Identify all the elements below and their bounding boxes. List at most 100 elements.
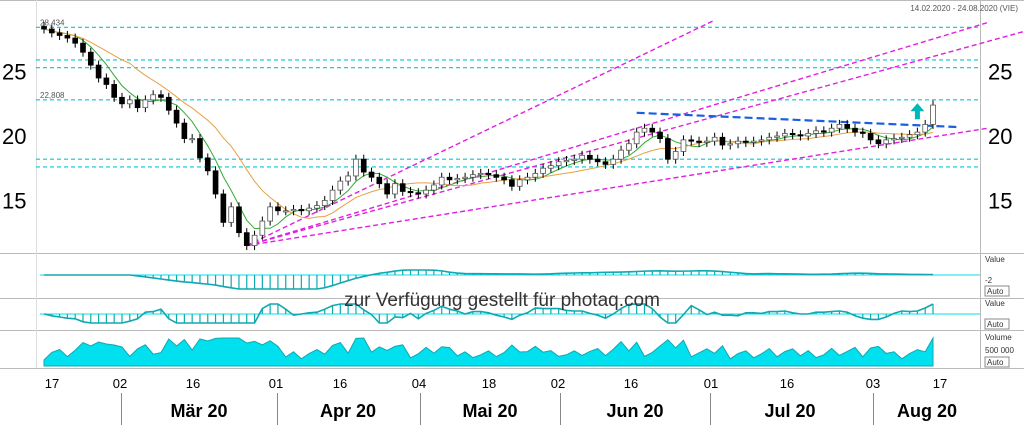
candle-body [587, 154, 593, 160]
candle-body [360, 158, 367, 173]
candle-body [821, 130, 827, 133]
volume-auto-button[interactable] [984, 356, 1010, 368]
level-label: 28,434 [40, 18, 65, 27]
candle-body [126, 99, 133, 105]
volume-area [43, 336, 934, 367]
candle-body [150, 94, 156, 101]
candle-body [431, 184, 437, 191]
indicator-2-auto-button-label[interactable]: Auto [987, 320, 1004, 329]
watermark-text: zur Verfügung gestellt für photaq.com [344, 290, 660, 311]
candle-body [657, 131, 663, 139]
x-tick-label: 16 [780, 376, 794, 391]
candle-body [540, 167, 546, 174]
candle-body [579, 154, 585, 160]
candle-body [470, 174, 476, 178]
candle-body [719, 136, 726, 146]
y-tick-label-left: 25 [2, 60, 26, 85]
candle-body [282, 210, 289, 213]
volume-auto-button-label[interactable]: Auto [987, 358, 1004, 367]
candle-body [477, 172, 484, 176]
y-tick-label-right: 15 [988, 188, 1012, 213]
indicator-1-reference: -2 [985, 276, 993, 285]
indicator-2-auto-button[interactable] [984, 318, 1010, 330]
candle-body [438, 176, 445, 186]
candle-body [711, 136, 718, 142]
candle-body [228, 206, 234, 223]
candle-body [423, 189, 429, 195]
candle-body [376, 176, 383, 185]
month-label: Apr 20 [320, 401, 376, 421]
x-tick-label: 02 [113, 376, 127, 391]
candle-body [813, 130, 819, 134]
candle-body [80, 42, 86, 53]
x-tick-label: 02 [551, 376, 565, 391]
candle-body [626, 143, 632, 151]
candle-body [267, 206, 273, 222]
candle-body [875, 139, 882, 145]
x-tick-label: 16 [624, 376, 638, 391]
indicator-signal-line [44, 269, 934, 290]
candle-body [384, 183, 390, 195]
candle-body [688, 139, 695, 142]
candle-body [415, 192, 422, 195]
candle-body [41, 26, 47, 30]
candle-body [563, 160, 570, 163]
y-tick-label-left: 15 [2, 188, 26, 213]
indicator-1-auto-button[interactable] [984, 285, 1010, 297]
candle-body [134, 99, 141, 109]
candle-body [314, 205, 320, 209]
candle-body [782, 133, 788, 137]
candle-body [158, 94, 164, 98]
month-label: Jul 20 [764, 401, 815, 421]
resistance-line [636, 111, 957, 129]
candle-body [680, 139, 687, 152]
candle-body [766, 136, 773, 141]
candle-body [743, 140, 749, 143]
candle-body [797, 134, 804, 137]
candle-body [704, 140, 710, 143]
month-label: Mär 20 [170, 401, 227, 421]
x-tick-label: 04 [412, 376, 426, 391]
indicator-signal-line [43, 303, 934, 324]
month-label: Mai 20 [462, 401, 517, 421]
level-label: 22,808 [40, 91, 65, 100]
candle-body [594, 158, 601, 163]
candle-body [197, 138, 203, 159]
candle-body [696, 140, 702, 143]
candle-body [758, 139, 765, 142]
candle-body [345, 175, 351, 182]
candle-body [103, 77, 110, 85]
candle-body [516, 179, 523, 187]
candle-body [306, 207, 312, 212]
candle-body [220, 193, 227, 223]
candle-body [399, 183, 406, 192]
candle-body [236, 206, 242, 234]
candle-body [555, 161, 562, 167]
candle-body [493, 174, 500, 178]
levels-layer: 28,434 22,808 [36, 18, 980, 168]
indicator-2-label: Value [985, 299, 1005, 308]
x-tick-label: 01 [704, 376, 718, 391]
x-tick-label: 01 [269, 376, 283, 391]
candle-body [251, 234, 258, 246]
candle-body [165, 96, 172, 111]
candle-body [290, 209, 297, 212]
month-label: Jun 20 [606, 401, 663, 421]
candle-body [727, 143, 734, 146]
candle-body [524, 176, 531, 181]
candle-body [407, 191, 414, 194]
trend-line [246, 127, 988, 247]
candle-body [173, 109, 180, 124]
candle-body [914, 131, 921, 136]
candle-body [454, 178, 461, 181]
x-tick-label: 17 [933, 376, 947, 391]
trend-line [246, 30, 1024, 247]
candle-body [548, 165, 554, 169]
candle-body [532, 172, 539, 178]
indicator-2-panel [40, 303, 980, 324]
candle-body [898, 136, 905, 139]
grid-layer [0, 0, 1024, 369]
candle-body [844, 124, 851, 129]
indicator-1-auto-button-label[interactable]: Auto [987, 287, 1004, 296]
candle-body [392, 183, 398, 195]
